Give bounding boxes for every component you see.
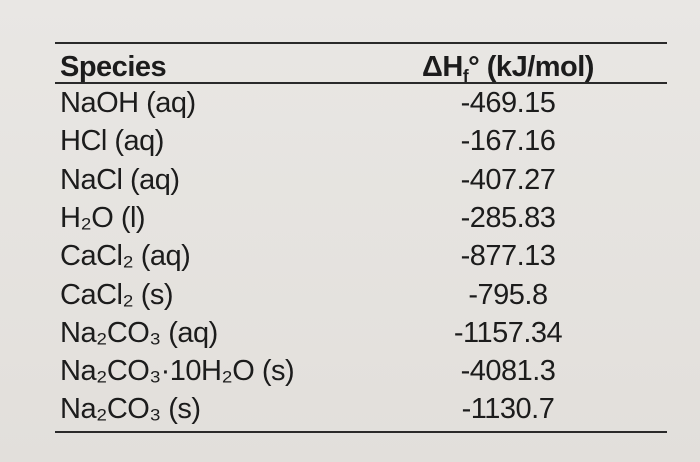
enthalpy-cell: -1130.7 [461,393,555,426]
species-cell: HCl (aq) [60,125,164,158]
enthalpy-cell: -285.83 [460,201,556,234]
species-cell: CaCl₂ (s) [60,278,174,311]
enthalpy-cell: -469.15 [460,87,556,119]
species-cell: Na₂CO₃·10H₂O (s) [60,355,295,388]
species-cell: NaCl (aq) [60,163,180,196]
enthalpy-cell: -4081.3 [460,355,556,388]
header-rule [55,82,667,84]
species-cell: Na₂CO₃ (aq) [60,316,218,349]
top-rule [55,42,667,44]
enthalpy-cell: -1157.34 [453,316,563,349]
species-cell: CaCl₂ (aq) [60,240,191,273]
header-enthalpy: ΔHf° (kJ/mol) [400,50,616,86]
enthalpy-cell: -407.27 [460,163,556,196]
enthalpy-cell: -167.16 [460,125,556,158]
header-subscript: f [462,66,469,86]
header-part: ΔH [422,51,463,83]
species-cell: NaOH (aq) [60,87,196,119]
species-cell: H₂O (l) [60,201,146,234]
species-cell: Na₂CO₃ (s) [60,393,201,426]
enthalpy-cell: -877.13 [460,240,556,273]
enthalpy-cell: -795.8 [468,278,548,311]
bottom-rule [55,431,667,433]
header-species: Species [60,51,167,83]
header-part: ° (kJ/mol) [468,51,594,83]
